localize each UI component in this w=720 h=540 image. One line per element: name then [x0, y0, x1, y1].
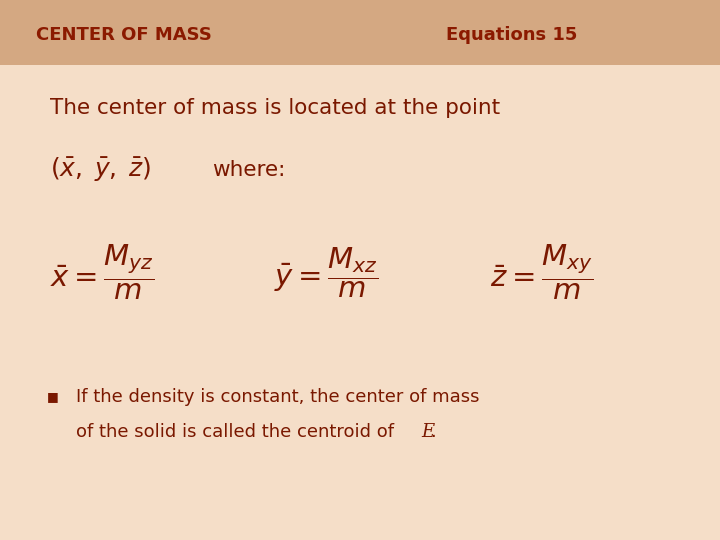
Text: The center of mass is located at the point: The center of mass is located at the poi… [50, 98, 500, 118]
Text: ■: ■ [47, 390, 58, 403]
Text: $\bar{z} = \dfrac{M_{xy}}{m}$: $\bar{z} = \dfrac{M_{xy}}{m}$ [490, 243, 593, 302]
Text: where:: where: [212, 160, 286, 180]
Text: CENTER OF MASS: CENTER OF MASS [36, 26, 212, 44]
Text: Equations 15: Equations 15 [446, 26, 577, 44]
Text: of the solid is called the centroid of: of the solid is called the centroid of [76, 423, 400, 441]
Text: $\bar{y} = \dfrac{M_{xz}}{m}$: $\bar{y} = \dfrac{M_{xz}}{m}$ [274, 245, 378, 300]
Text: $\bar{x} = \dfrac{M_{yz}}{m}$: $\bar{x} = \dfrac{M_{yz}}{m}$ [50, 243, 155, 302]
Text: E: E [421, 423, 434, 441]
FancyBboxPatch shape [0, 0, 720, 65]
Text: $\left(\bar{x},\;\bar{y},\;\bar{z}\right)$: $\left(\bar{x},\;\bar{y},\;\bar{z}\right… [50, 156, 152, 184]
Text: .: . [431, 423, 436, 441]
Text: If the density is constant, the center of mass: If the density is constant, the center o… [76, 388, 479, 406]
